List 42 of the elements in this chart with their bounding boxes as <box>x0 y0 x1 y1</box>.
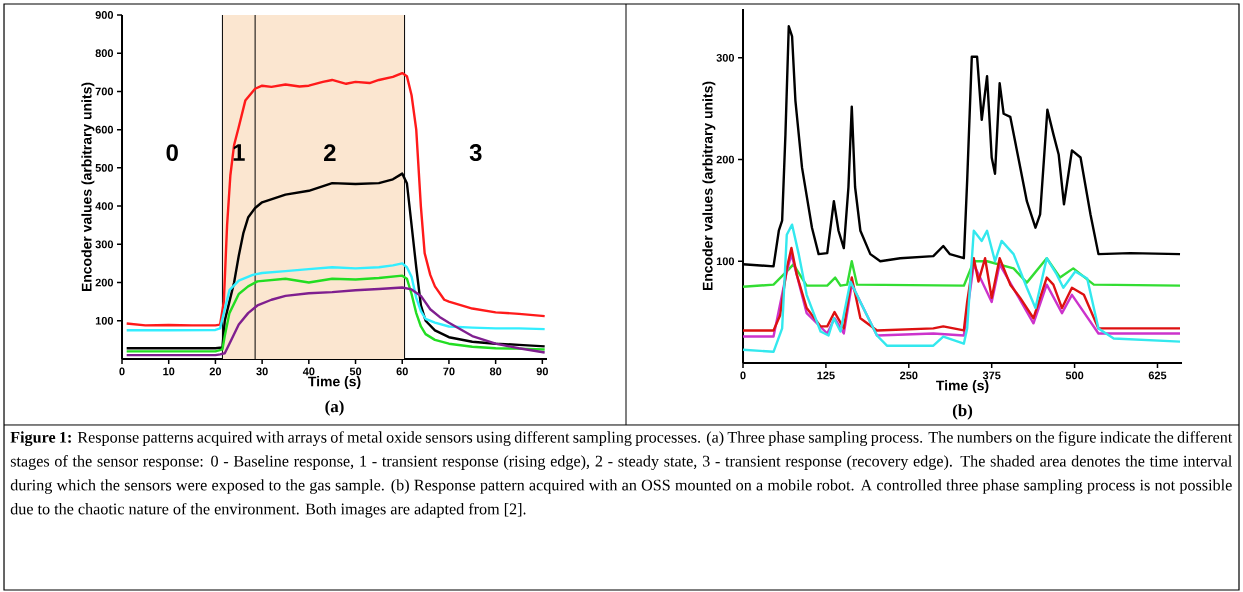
y-tick-label: 700 <box>95 87 114 96</box>
line-series <box>125 262 546 332</box>
y-tick-label: 900 <box>95 11 114 19</box>
x-tick-label: 10 <box>163 367 175 376</box>
annotation: 0 <box>166 144 178 162</box>
y-tick-label: 100 <box>716 257 735 266</box>
line-series <box>741 257 1182 288</box>
annotation: 2 <box>324 144 336 161</box>
y-axis-title: Encoder values (arbitrary units) <box>702 81 716 291</box>
x-tick-label: 625 <box>1148 371 1167 380</box>
y-axis-title: Encoder values (arbitrary units) <box>81 82 95 292</box>
text: (b) <box>952 404 973 420</box>
x-tick-label: 60 <box>396 367 408 376</box>
y-tick-label: 300 <box>716 53 735 62</box>
y-tick-label: 300 <box>95 240 114 249</box>
x-tick-label: 50 <box>349 367 362 376</box>
x-tick-label: 375 <box>982 371 1001 380</box>
y-tick-label: 400 <box>95 202 114 210</box>
x-tick-label: 125 <box>817 371 835 380</box>
y-tick-label: 100 <box>95 316 114 325</box>
y-tick-label: 200 <box>95 278 114 287</box>
y-tick-label: 500 <box>95 164 114 172</box>
x-axis-title: Time (s) <box>936 380 989 394</box>
line-series <box>741 223 1182 353</box>
x-tick-label: 0 <box>740 371 746 380</box>
x-tick-label: 0 <box>119 367 125 376</box>
text: (a) <box>325 400 344 416</box>
y-tick-label: 600 <box>95 125 114 134</box>
x-tick-label: 20 <box>209 367 222 376</box>
x-tick-label: 90 <box>536 367 548 376</box>
y-tick-label: 200 <box>716 155 735 164</box>
x-axis-title: Time (s) <box>308 376 361 390</box>
text: Figure 1: Response patterns acquired with arrays of metal oxide sensors using different sampling processes. (a) Three phase sampling process. The numbers on the figure indicate the different stages of the sensor response: 0 - Baseline response, 1 - transient response (rising edge), 2 - steady state, 3 - transient response (recovery edge). The shaded area denotes the time interval during which the sensors were exposed to the gas sample. (b) Response pattern acquired with an OSS mounted on a mobile robot. A controlled three phase sampling process is not possible due to the chaotic nature of the environment. Both images are adapted from [2]. <box>10 431 1233 518</box>
x-tick-label: 40 <box>302 367 315 376</box>
annotation: 3 <box>469 144 482 162</box>
x-tick-label: 70 <box>443 367 455 376</box>
x-tick-label: 30 <box>256 367 268 376</box>
x-tick-label: 80 <box>489 367 502 376</box>
line-series <box>125 71 546 327</box>
y-tick-label: 800 <box>95 49 114 58</box>
x-tick-label: 250 <box>900 371 918 380</box>
x-tick-label: 500 <box>1065 371 1084 380</box>
